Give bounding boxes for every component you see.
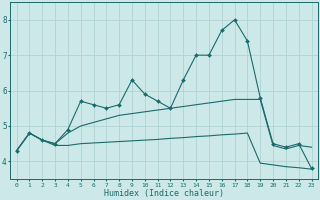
X-axis label: Humidex (Indice chaleur): Humidex (Indice chaleur): [104, 189, 224, 198]
